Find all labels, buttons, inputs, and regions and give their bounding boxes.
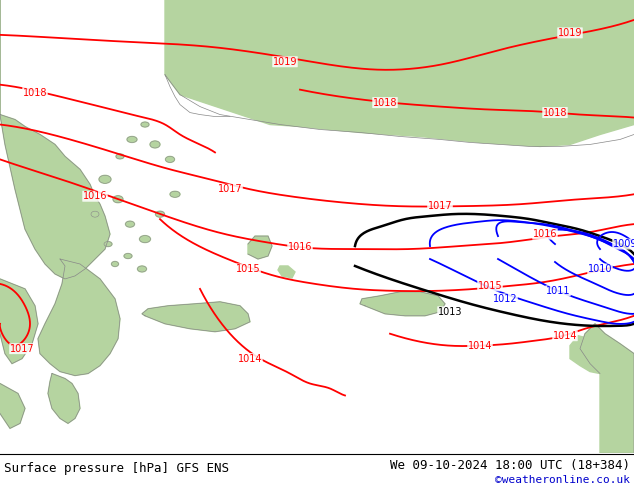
Ellipse shape xyxy=(104,242,112,246)
Text: 1013: 1013 xyxy=(437,307,462,317)
Ellipse shape xyxy=(124,253,132,259)
Text: 1019: 1019 xyxy=(558,28,582,38)
Ellipse shape xyxy=(127,137,137,143)
Text: 1014: 1014 xyxy=(468,341,492,351)
Text: 1012: 1012 xyxy=(493,294,517,304)
Ellipse shape xyxy=(112,262,119,267)
Text: 1014: 1014 xyxy=(238,354,262,364)
Ellipse shape xyxy=(170,191,180,197)
Polygon shape xyxy=(165,0,634,147)
Ellipse shape xyxy=(155,211,164,217)
Text: 1016: 1016 xyxy=(533,229,557,239)
Polygon shape xyxy=(48,373,80,423)
Text: Surface pressure [hPa] GFS ENS: Surface pressure [hPa] GFS ENS xyxy=(4,462,229,475)
Text: ©weatheronline.co.uk: ©weatheronline.co.uk xyxy=(495,475,630,485)
Polygon shape xyxy=(0,0,110,279)
Text: We 09-10-2024 18:00 UTC (18+384): We 09-10-2024 18:00 UTC (18+384) xyxy=(390,459,630,472)
Text: 1018: 1018 xyxy=(543,108,567,118)
Polygon shape xyxy=(38,259,120,375)
Text: 1011: 1011 xyxy=(546,286,570,296)
Text: 1017: 1017 xyxy=(428,201,452,211)
Text: 1016: 1016 xyxy=(288,242,313,252)
Text: 1014: 1014 xyxy=(553,331,577,341)
Polygon shape xyxy=(360,292,445,316)
Ellipse shape xyxy=(99,175,111,183)
Polygon shape xyxy=(580,324,634,453)
Ellipse shape xyxy=(165,156,174,162)
Text: 1018: 1018 xyxy=(23,88,48,98)
Text: 1015: 1015 xyxy=(236,264,261,274)
Polygon shape xyxy=(0,279,38,364)
Text: 1017: 1017 xyxy=(217,184,242,194)
Polygon shape xyxy=(248,236,272,259)
Text: 1015: 1015 xyxy=(477,281,502,291)
Ellipse shape xyxy=(138,266,146,272)
Ellipse shape xyxy=(126,221,134,227)
Polygon shape xyxy=(555,0,634,129)
Polygon shape xyxy=(570,336,605,373)
Ellipse shape xyxy=(150,141,160,148)
Polygon shape xyxy=(278,266,295,278)
Text: 1017: 1017 xyxy=(10,343,34,354)
Ellipse shape xyxy=(116,154,124,159)
Text: 1010: 1010 xyxy=(588,264,612,274)
Polygon shape xyxy=(142,302,250,332)
Ellipse shape xyxy=(139,236,150,243)
Text: 1009: 1009 xyxy=(612,239,634,249)
Ellipse shape xyxy=(91,211,99,217)
Polygon shape xyxy=(0,384,25,428)
Text: 1019: 1019 xyxy=(273,57,297,67)
Ellipse shape xyxy=(141,122,149,127)
Ellipse shape xyxy=(113,196,123,203)
Text: 1018: 1018 xyxy=(373,98,398,108)
Text: 1016: 1016 xyxy=(83,191,107,201)
